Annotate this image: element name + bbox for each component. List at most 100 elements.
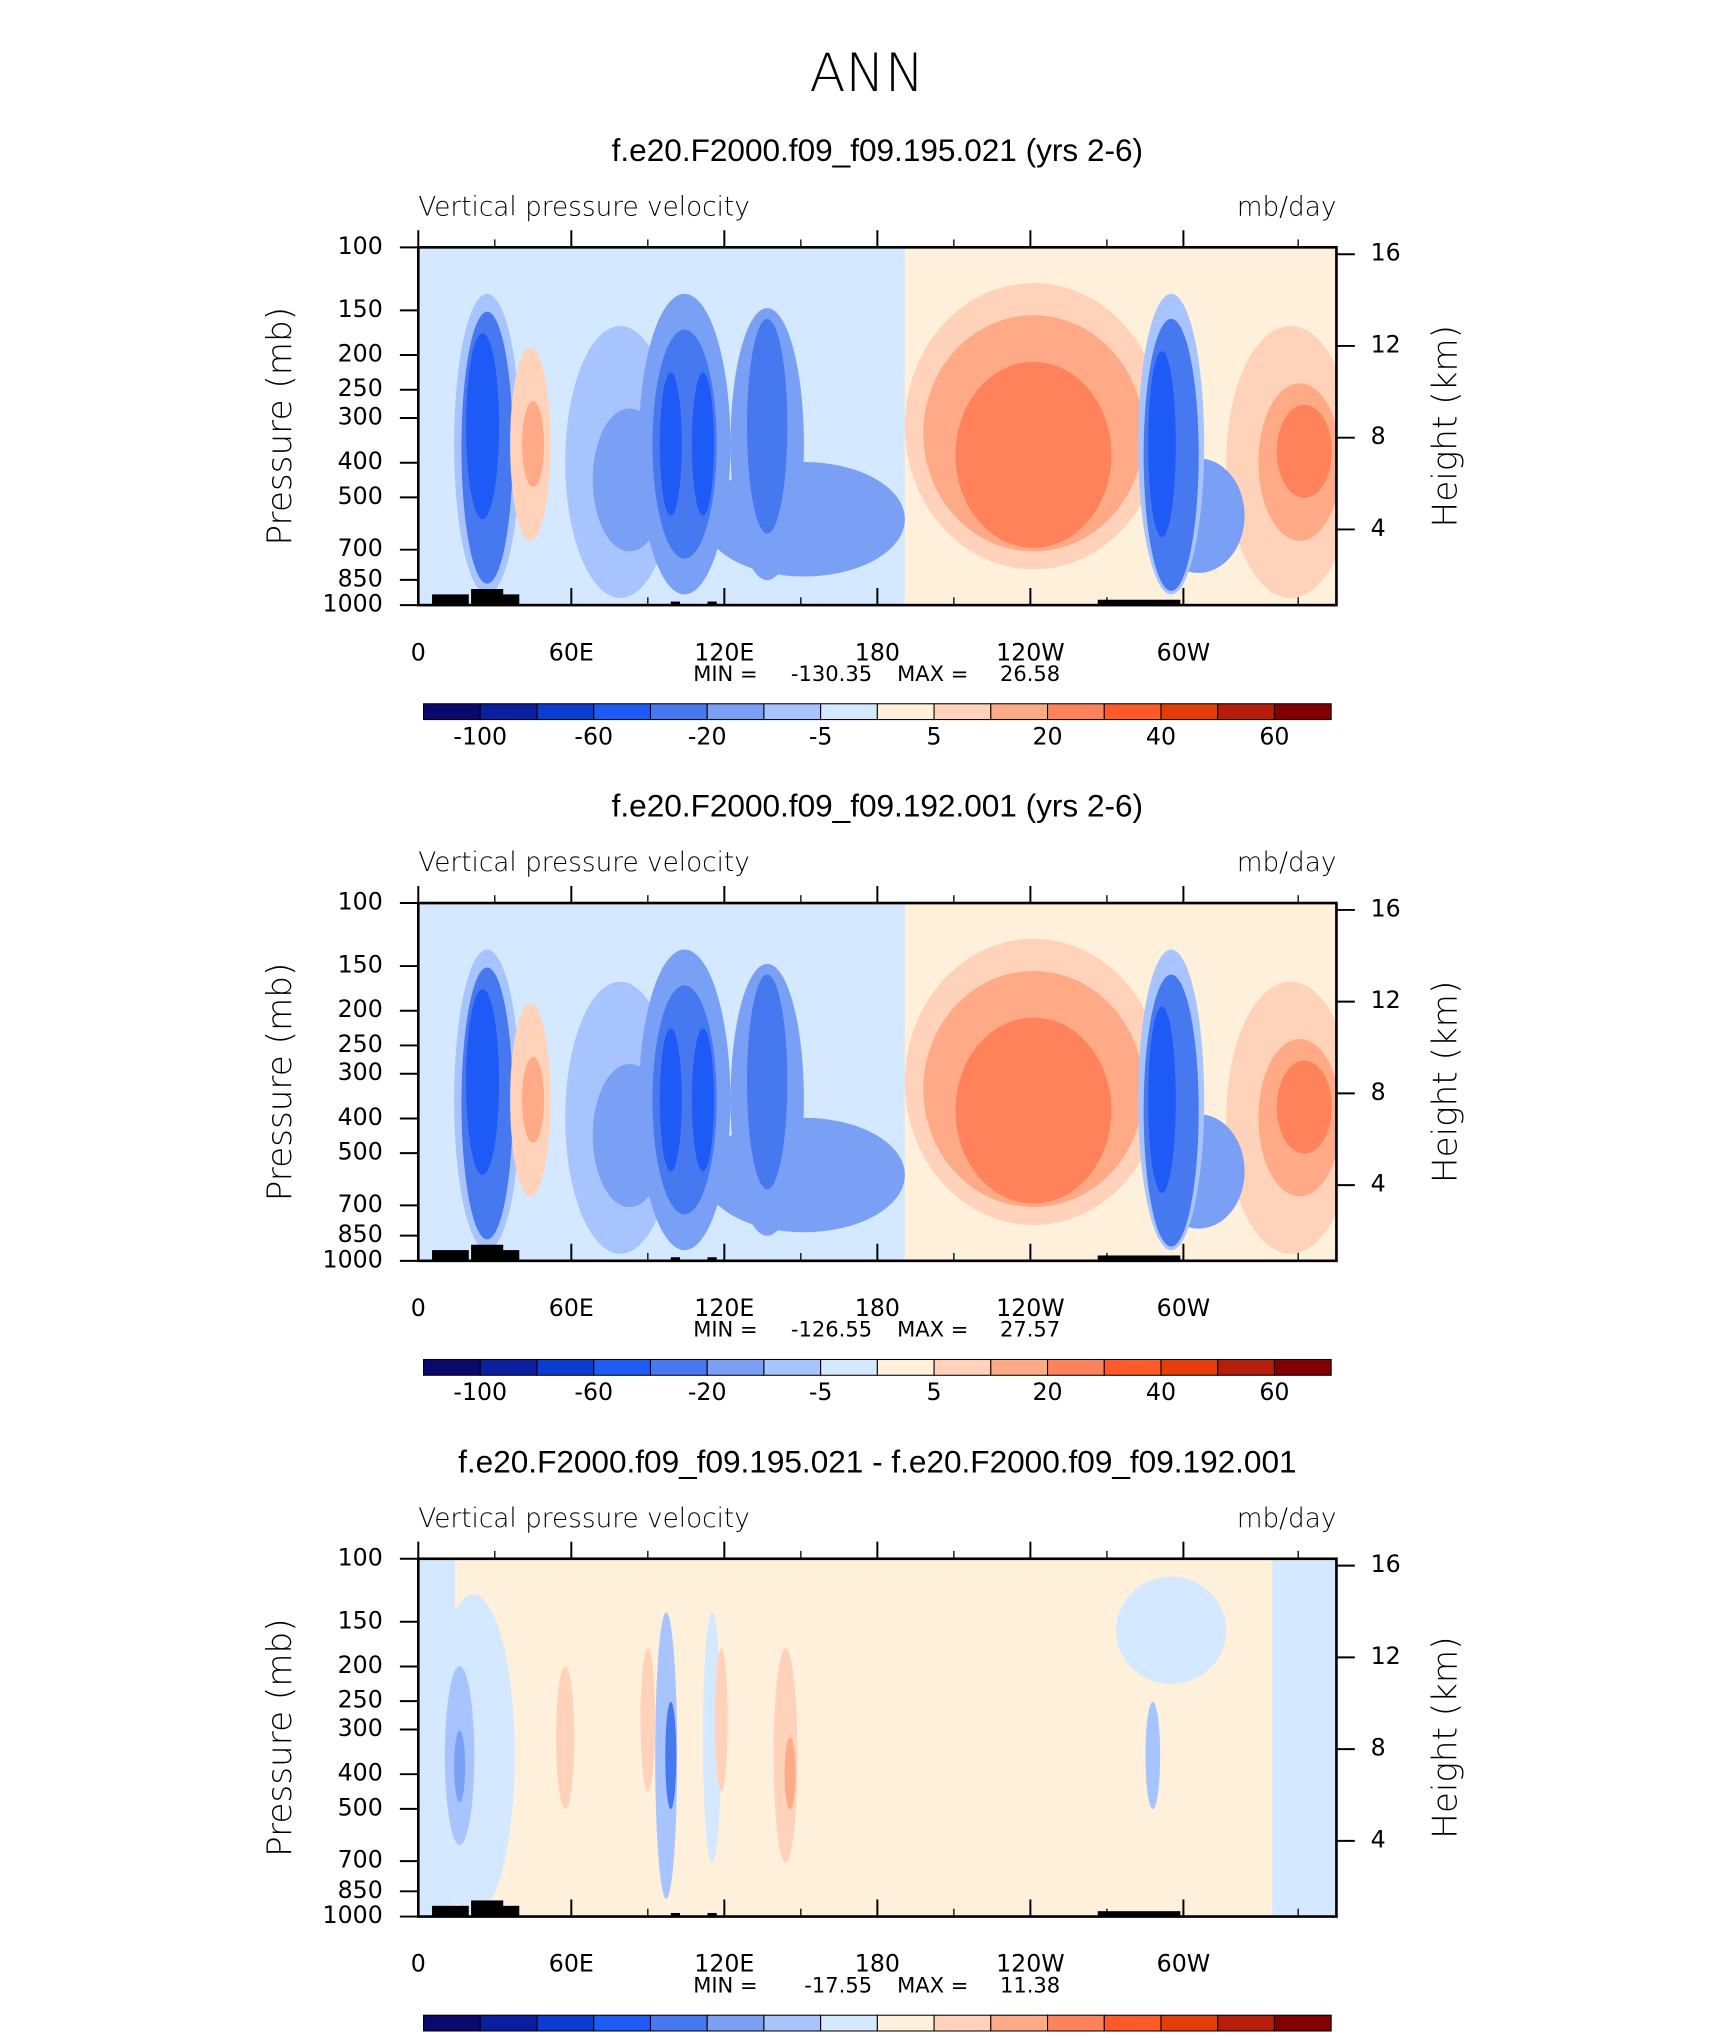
colorbar-box: [536, 2014, 595, 2032]
y-tick-label: 200: [338, 995, 383, 1023]
colorbar-box: [990, 2014, 1049, 2032]
topography: [1097, 1255, 1181, 1261]
subtitle: Vertical pressure velocity: [418, 848, 750, 878]
colorbar-box: [1217, 703, 1275, 721]
colorbar-box: [1217, 2014, 1275, 2032]
units: mb/day: [1237, 1504, 1337, 1534]
colorbar-label: 20: [1032, 722, 1062, 750]
x-tick-label: 120W: [996, 1294, 1065, 1322]
contour-region: [1145, 1701, 1161, 1810]
topography: [670, 1912, 680, 1917]
x-tick-label: 60E: [549, 1950, 594, 1978]
topography: [707, 1257, 717, 1261]
topography: [500, 594, 520, 606]
colorbar-box: [649, 703, 708, 721]
colorbar-label: -5: [809, 1378, 833, 1406]
y-tick-label: 150: [338, 951, 383, 979]
y-tick-label: 300: [338, 403, 383, 431]
colorbar-box: [820, 2014, 878, 2032]
y-tick-label: 200: [338, 340, 383, 368]
colorbar-label: 30: [1146, 2034, 1176, 2038]
y2-tick-label: 4: [1371, 1170, 1386, 1198]
contour-field: [418, 247, 1337, 606]
x-tick-label: 60W: [1157, 1294, 1211, 1322]
colorbar-box: [536, 1358, 595, 1376]
colorbar-label: -20: [688, 1378, 727, 1406]
colorbar-box: [1103, 703, 1162, 721]
colorbar-label: -50: [461, 2034, 500, 2038]
colorbar-label: 50: [1259, 2034, 1289, 2038]
x-tick-label: 120E: [694, 638, 754, 666]
colorbar-box: [593, 2014, 651, 2032]
x-tick-label: 0: [411, 1950, 426, 1978]
topography: [500, 1250, 520, 1261]
x-tick-label: 60W: [1157, 638, 1211, 666]
y-tick-label: 300: [338, 1714, 383, 1742]
colorbar-label: 5: [927, 1378, 942, 1406]
topography: [432, 1905, 469, 1917]
max-value: 27.57: [1000, 1317, 1060, 1342]
contour-region: [659, 372, 682, 516]
colorbar-label: 60: [1259, 1378, 1289, 1406]
x-tick-label: 0: [411, 638, 426, 666]
panel-title: f.e20.F2000.f09_f09.192.001 (yrs 2-6): [612, 788, 1143, 824]
max-label: MAX =: [897, 1317, 968, 1342]
y2-tick-label: 4: [1371, 514, 1386, 542]
colorbar-box: [1160, 2014, 1219, 2032]
max-value: 26.58: [1000, 661, 1060, 686]
x-tick-label: 120W: [996, 638, 1065, 666]
contour-region: [746, 974, 788, 1190]
colorbar-label: 20: [1089, 2034, 1119, 2038]
y2-axis-label: Height (km): [1425, 325, 1465, 527]
colorbar-box: [1217, 1358, 1275, 1376]
colorbar-box: [876, 1358, 935, 1376]
contour-region: [466, 988, 500, 1175]
colorbar-box: [423, 2014, 481, 2032]
y2-tick-label: 16: [1371, 894, 1401, 922]
colorbar-box: [990, 703, 1049, 721]
y-tick-label: 850: [338, 564, 383, 592]
topography: [432, 594, 469, 606]
y-tick-label: 700: [338, 1190, 383, 1218]
colorbar-label: 15: [1032, 2034, 1062, 2038]
colorbar-box: [763, 2014, 822, 2032]
y2-tick-label: 16: [1371, 239, 1401, 267]
colorbar-box: [649, 2014, 708, 2032]
topography: [707, 1912, 717, 1917]
colorbar-box: [876, 703, 935, 721]
colorbar-label: 10: [976, 2034, 1006, 2038]
colorbar-box: [706, 703, 765, 721]
x-tick-label: 120E: [694, 1294, 754, 1322]
topography: [471, 589, 504, 606]
x-tick-label: 180: [855, 1950, 900, 1978]
contour-region: [466, 333, 500, 520]
y-axis-label: Pressure (mb): [260, 307, 300, 546]
min-label: MIN =: [693, 1972, 757, 1997]
min-label: MIN =: [693, 661, 757, 686]
topography: [471, 1900, 504, 1917]
colorbar-box: [763, 703, 822, 721]
colorbar-label: -30: [574, 2034, 613, 2038]
colorbar-box: [763, 1358, 822, 1376]
y-tick-label: 400: [338, 1103, 383, 1131]
contour-region: [1148, 1006, 1176, 1193]
y-tick-label: 500: [338, 1138, 383, 1166]
min-value: -17.55: [804, 1972, 872, 1997]
contour-region: [784, 1737, 796, 1810]
contour-region: [640, 1648, 656, 1792]
contour-field: [418, 903, 1337, 1261]
max-value: 11.38: [1000, 1972, 1060, 1997]
y2-tick-label: 8: [1371, 422, 1386, 450]
colorbar-box: [423, 1358, 481, 1376]
y-tick-label: 100: [338, 1543, 383, 1571]
y-tick-label: 250: [338, 1030, 383, 1058]
max-label: MAX =: [897, 1972, 968, 1997]
y-tick-label: 1000: [323, 1245, 383, 1273]
y-tick-label: 100: [338, 888, 383, 916]
x-tick-label: 180: [855, 1294, 900, 1322]
colorbar-box: [1160, 703, 1219, 721]
topography: [471, 1244, 504, 1261]
colorbar-label: 60: [1259, 722, 1289, 750]
colorbar-box: [706, 2014, 765, 2032]
